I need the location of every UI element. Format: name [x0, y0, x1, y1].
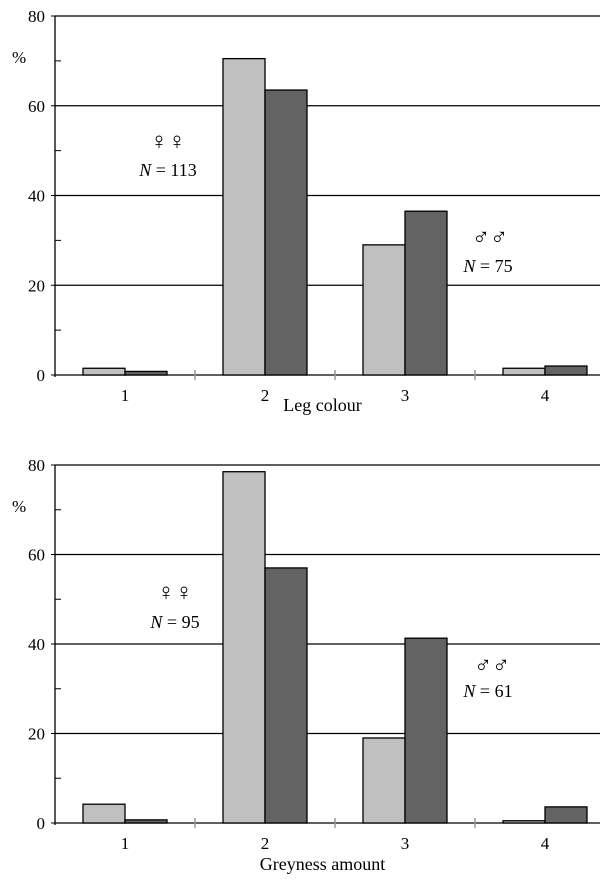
annotation-male-count: N = 61 [462, 681, 512, 701]
bar-male-cat-4 [544, 365, 588, 376]
annotation-male-symbol: ♂♂ [472, 225, 508, 251]
annotation-n-value: = 95 [162, 612, 199, 632]
x-axis-label: Leg colour [283, 395, 361, 415]
bar-male-cat-2 [264, 567, 308, 824]
y-axis-label: % [12, 497, 26, 516]
y-tick-label: 0 [37, 814, 46, 833]
y-axis-label: % [12, 48, 26, 67]
bar-female-cat-3 [362, 244, 406, 376]
annotation-n-value: = 113 [151, 160, 196, 180]
x-tick-label: 1 [121, 834, 130, 853]
x-tick-label: 2 [261, 386, 270, 405]
y-tick-label: 20 [28, 725, 45, 744]
annotation-n-symbol: N [462, 256, 476, 276]
bar-female-cat-4 [502, 820, 546, 824]
bar-male-cat-2 [264, 89, 308, 376]
y-tick-label: 40 [28, 635, 45, 654]
bar-male-cat-1 [124, 370, 168, 376]
annotation-n-symbol: N [462, 681, 476, 701]
bar-female-cat-2 [222, 471, 266, 824]
annotation-female-symbol: ♀♀ [150, 129, 186, 155]
x-tick-label: 3 [401, 834, 410, 853]
y-tick-label: 60 [28, 546, 45, 565]
annotation-n-value: = 61 [475, 681, 512, 701]
annotation-female-count: N = 95 [149, 612, 199, 632]
y-tick-label: 20 [28, 276, 45, 295]
annotation-male-symbol: ♂♂ [474, 653, 510, 679]
bar-female-cat-2 [222, 57, 266, 376]
x-axis-label: Greyness amount [260, 854, 385, 874]
bar-female-cat-1 [82, 803, 126, 824]
x-tick-label: 2 [261, 834, 270, 853]
x-tick-label: 4 [541, 834, 550, 853]
x-tick-label: 4 [541, 386, 550, 405]
y-tick-label: 60 [28, 97, 45, 116]
annotation-n-symbol: N [149, 612, 163, 632]
y-tick-label: 80 [28, 7, 45, 26]
annotation-female-symbol: ♀♀ [157, 580, 193, 606]
y-tick-label: 0 [37, 366, 46, 385]
bar-male-cat-3 [404, 637, 448, 824]
y-tick-label: 80 [28, 456, 45, 475]
annotation-n-value: = 75 [475, 256, 512, 276]
bar-female-cat-4 [502, 367, 546, 376]
x-tick-label: 3 [401, 386, 410, 405]
bar-female-cat-3 [362, 737, 406, 824]
bar-female-cat-1 [82, 367, 126, 376]
annotation-female-count: N = 113 [138, 160, 197, 180]
annotation-male-count: N = 75 [462, 256, 512, 276]
panel-leg-colour: 0 20 40 60 80% 1 2 3 4 Leg colour ♀♀ N = 113 ♂♂ N = 7… [12, 7, 600, 415]
bar-male-cat-1 [124, 819, 168, 824]
bar-male-cat-4 [544, 806, 588, 824]
annotation-n-symbol: N [138, 160, 152, 180]
x-tick-label: 1 [121, 386, 130, 405]
y-tick-label: 40 [28, 187, 45, 206]
bar-male-cat-3 [404, 210, 448, 376]
